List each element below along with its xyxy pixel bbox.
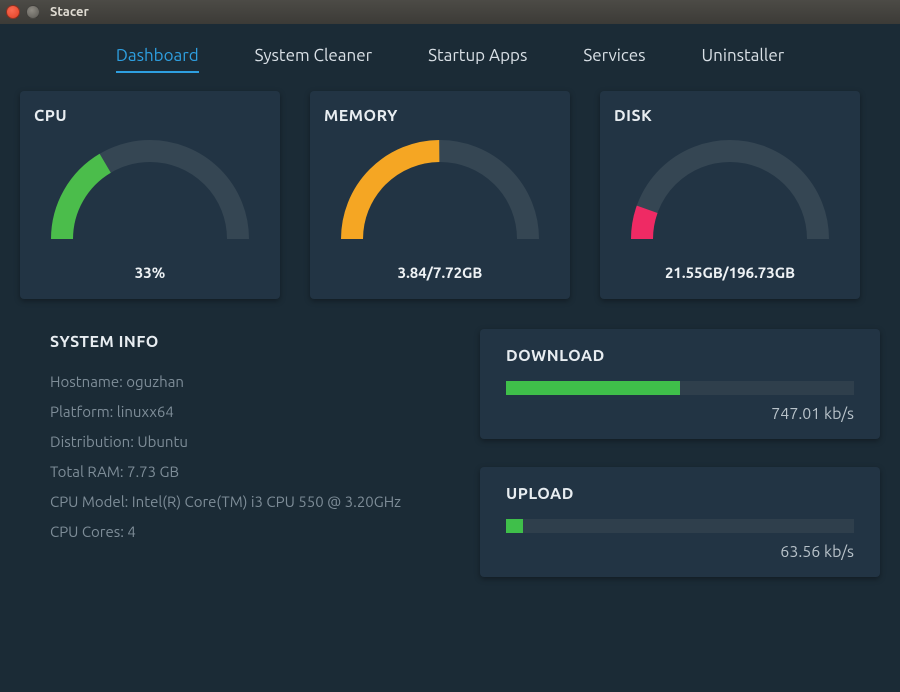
tab-label: Dashboard [116,46,199,65]
network-column: DOWNLOAD 747.01 kb/s UPLOAD 63.56 kb/s [480,329,880,577]
disk-title: DISK [614,107,846,125]
download-bar-track [506,381,854,395]
tab-label: System Cleaner [255,46,372,65]
download-bar-fill [506,381,680,395]
memory-value: 3.84/7.72GB [310,264,570,281]
disk-gauge [630,139,830,251]
distribution-row: Distribution: Ubuntu [50,427,444,457]
memory-card: MEMORY 3.84/7.72GB [310,91,570,299]
cpu-title: CPU [34,107,266,125]
download-value: 747.01 kb/s [506,405,854,423]
upload-bar-fill [506,519,523,533]
gauges-row: CPU 33% MEMORY 3.84/7.72GB DISK 21.55GB/… [20,91,880,299]
tab-uninstaller[interactable]: Uninstaller [702,46,785,73]
tab-label: Uninstaller [702,46,785,65]
total-ram-row: Total RAM: 7.73 GB [50,457,444,487]
cpu-cores-row: CPU Cores: 4 [50,517,444,547]
disk-card: DISK 21.55GB/196.73GB [600,91,860,299]
window-titlebar: Stacer [0,0,900,24]
window-title: Stacer [50,5,89,19]
memory-title: MEMORY [324,107,556,125]
cpu-value: 33% [20,264,280,281]
platform-row: Platform: linuxx64 [50,397,444,427]
download-card: DOWNLOAD 747.01 kb/s [480,329,880,439]
cpu-model-row: CPU Model: Intel(R) Core(TM) i3 CPU 550 … [50,487,444,517]
system-info-title: SYSTEM INFO [50,333,444,351]
memory-gauge [340,139,540,251]
close-icon[interactable] [6,5,20,19]
download-title: DOWNLOAD [506,347,854,365]
system-info: SYSTEM INFO Hostname: oguzhan Platform: … [20,329,450,577]
cpu-gauge [50,139,250,251]
tab-startup-apps[interactable]: Startup Apps [428,46,527,73]
tab-label: Startup Apps [428,46,527,65]
cpu-card: CPU 33% [20,91,280,299]
upload-value: 63.56 kb/s [506,543,854,561]
tab-services[interactable]: Services [583,46,645,73]
upload-title: UPLOAD [506,485,854,503]
hostname-row: Hostname: oguzhan [50,367,444,397]
tab-dashboard[interactable]: Dashboard [116,46,199,73]
tab-system-cleaner[interactable]: System Cleaner [255,46,372,73]
app-root: Dashboard System Cleaner Startup Apps Se… [0,24,900,692]
tab-bar: Dashboard System Cleaner Startup Apps Se… [20,24,880,91]
minimize-icon[interactable] [26,5,40,19]
upload-card: UPLOAD 63.56 kb/s [480,467,880,577]
disk-value: 21.55GB/196.73GB [600,264,860,281]
tab-label: Services [583,46,645,65]
upload-bar-track [506,519,854,533]
lower-row: SYSTEM INFO Hostname: oguzhan Platform: … [20,329,880,577]
